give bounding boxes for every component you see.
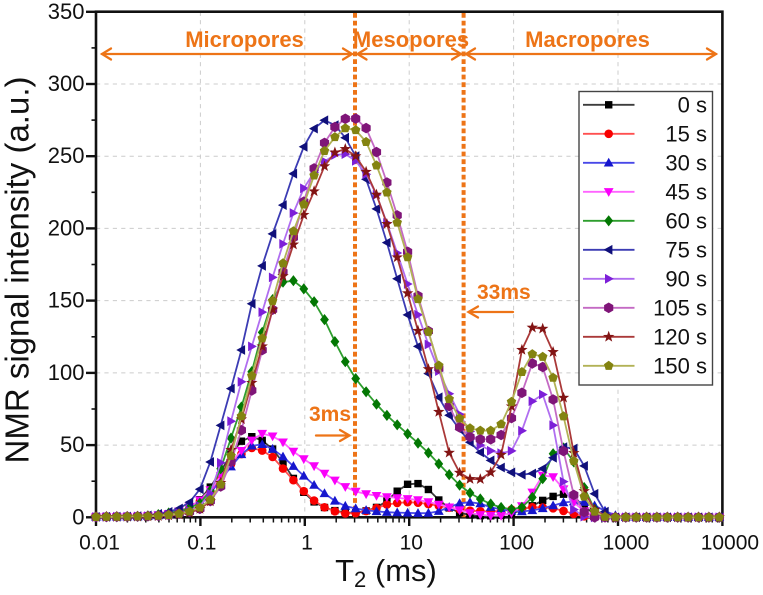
svg-text:0: 0 (72, 504, 84, 529)
svg-text:105 s: 105 s (653, 296, 707, 321)
svg-text:250: 250 (48, 143, 85, 168)
svg-text:30 s: 30 s (665, 151, 707, 176)
svg-text:350: 350 (48, 0, 85, 24)
svg-text:50: 50 (60, 432, 84, 457)
svg-text:120 s: 120 s (653, 325, 707, 350)
svg-text:1: 1 (301, 532, 313, 555)
svg-text:150: 150 (48, 288, 85, 313)
svg-text:0 s: 0 s (678, 93, 707, 118)
svg-text:10000: 10000 (701, 532, 759, 555)
svg-text:0.1: 0.1 (187, 532, 216, 555)
svg-text:1000: 1000 (603, 532, 650, 555)
svg-text:Mesopores: Mesopores (353, 27, 469, 52)
svg-text:15 s: 15 s (665, 122, 707, 147)
svg-text:75 s: 75 s (665, 238, 707, 263)
svg-text:60 s: 60 s (665, 209, 707, 234)
svg-text:100: 100 (499, 532, 534, 555)
svg-text:10: 10 (400, 532, 423, 555)
svg-text:45 s: 45 s (665, 180, 707, 205)
svg-text:150 s: 150 s (653, 354, 707, 379)
svg-text:100: 100 (48, 360, 85, 385)
svg-text:90 s: 90 s (665, 267, 707, 292)
svg-text:33ms: 33ms (477, 281, 531, 304)
svg-text:T2 (ms): T2 (ms) (335, 553, 437, 590)
svg-text:Micropores: Micropores (185, 27, 304, 52)
svg-text:3ms: 3ms (309, 403, 351, 426)
svg-text:NMR signal intensity (a.u.): NMR signal intensity (a.u.) (0, 77, 36, 464)
svg-text:0.01: 0.01 (79, 532, 120, 555)
svg-text:Macropores: Macropores (525, 27, 650, 52)
svg-text:300: 300 (48, 71, 85, 96)
svg-text:200: 200 (48, 215, 85, 240)
